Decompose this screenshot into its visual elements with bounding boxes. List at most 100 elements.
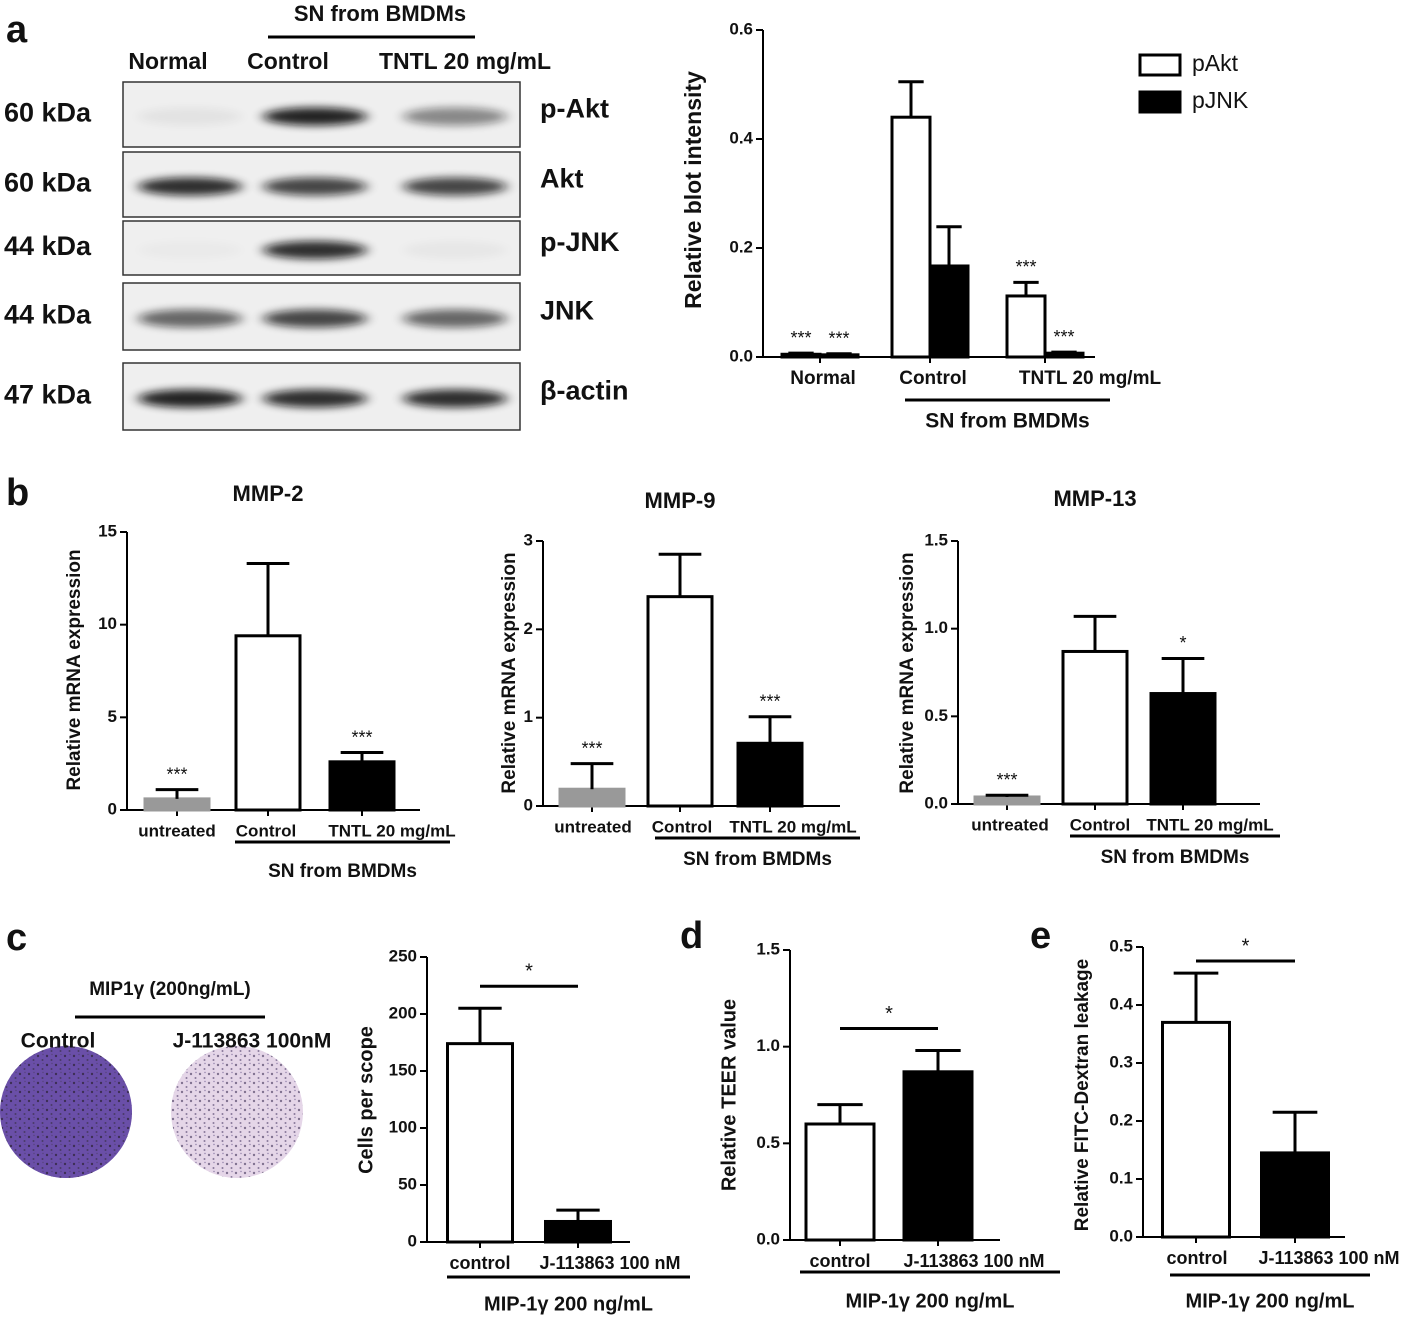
- panel-label: d: [680, 915, 703, 957]
- bar: [928, 264, 970, 359]
- y-tick-label: 0.2: [1109, 1110, 1133, 1129]
- y-tick-label: 1.5: [756, 939, 780, 958]
- bar: [1061, 649, 1129, 806]
- significance-label: ***: [1015, 257, 1036, 277]
- blot-band: [138, 177, 242, 196]
- y-tick-label: 0.5: [756, 1133, 780, 1152]
- micrograph-title: MIP1γ (200ng/mL): [89, 979, 251, 1000]
- y-tick-label: 0.0: [729, 346, 753, 365]
- bar: [143, 797, 211, 812]
- bar: [446, 1042, 514, 1244]
- y-tick-label: 0.6: [729, 19, 753, 38]
- blot-group-label: SN from BMDMs: [294, 1, 466, 26]
- bar: [973, 795, 1041, 806]
- x-tick-label: TNTL 20 mg/mL: [328, 821, 455, 840]
- x-tick-label: control: [1167, 1248, 1228, 1268]
- y-tick-label: 3: [524, 530, 533, 549]
- y-tick-label: 150: [389, 1060, 417, 1079]
- x-tick-label: control: [810, 1251, 871, 1271]
- x-tick-label: untreated: [971, 815, 1048, 834]
- x-tick-label: Control: [652, 817, 712, 836]
- well-treated-cells: [171, 1046, 303, 1178]
- chart-title: MMP-13: [1053, 486, 1136, 511]
- significance-label: ***: [996, 770, 1017, 790]
- chart-title: MMP-2: [233, 481, 304, 506]
- blot-band: [403, 107, 507, 126]
- legend-swatch: [1138, 53, 1182, 77]
- bar: [544, 1219, 612, 1244]
- bar: [890, 115, 932, 359]
- y-axis-label: Relative mRNA expression: [897, 552, 918, 793]
- bar: [1043, 351, 1085, 359]
- y-tick-label: 100: [389, 1117, 417, 1136]
- y-axis-label: Relative blot intensity: [680, 71, 706, 309]
- western-blot: SN from BMDMs Normal Control TNTL 20 mg/mL 6…: [4, 1, 629, 431]
- molecular-weight: 60 kDa: [4, 168, 92, 198]
- molecular-weight: 44 kDa: [4, 300, 92, 330]
- protein-label: p-JNK: [540, 227, 620, 257]
- significance-label: ***: [790, 328, 811, 348]
- panel-label: b: [6, 472, 29, 514]
- bar-chart: 0.0 0.5 1.0 1.5 Relative TEER value control J-…: [718, 939, 1060, 1312]
- significance-label: ***: [351, 727, 372, 747]
- group-label: SN from BMDMs: [925, 410, 1090, 433]
- y-tick-label: 5: [108, 707, 117, 726]
- bar: [646, 595, 714, 808]
- blot-band: [138, 389, 242, 408]
- y-tick-label: 0.0: [924, 793, 948, 812]
- group-label: MIP-1γ 200 ng/mL: [846, 1290, 1015, 1312]
- bar: [804, 1122, 876, 1242]
- x-tick-label: untreated: [138, 821, 215, 840]
- bar: [1260, 1151, 1330, 1239]
- x-tick-label: untreated: [554, 817, 631, 836]
- micrograph-group: J-113863 100nM: [173, 1030, 332, 1053]
- molecular-weight: 60 kDa: [4, 98, 92, 128]
- significance-label: ***: [166, 764, 187, 784]
- blot-band: [403, 241, 507, 259]
- significance-label: ***: [759, 692, 780, 712]
- panel-label: e: [1030, 915, 1051, 957]
- panel-label: c: [6, 917, 27, 959]
- y-tick-label: 1: [524, 707, 533, 726]
- x-tick-label: control: [450, 1253, 511, 1273]
- comparison-label: *: [1242, 935, 1250, 957]
- bar: [328, 760, 396, 812]
- bar: [234, 634, 302, 812]
- y-tick-label: 1.0: [756, 1036, 780, 1055]
- blot-band: [263, 389, 367, 408]
- y-axis-label: Relative TEER value: [718, 999, 740, 1191]
- y-tick-label: 0.5: [1109, 936, 1133, 955]
- y-tick-label: 1.0: [924, 618, 948, 637]
- blot-band: [263, 107, 367, 126]
- bar: [736, 741, 804, 808]
- y-axis-label: Relative mRNA expression: [499, 552, 520, 793]
- significance-label: ***: [828, 328, 849, 348]
- blot-band: [263, 177, 367, 196]
- y-tick-label: 200: [389, 1003, 417, 1022]
- x-tick-label: J-113863 100 nM: [539, 1253, 680, 1273]
- significance-label: ***: [1053, 327, 1074, 347]
- x-tick-label: Control: [899, 368, 967, 389]
- x-tick-label: Normal: [790, 368, 855, 389]
- bar: [902, 1070, 974, 1242]
- well-control-cells: [0, 1046, 132, 1178]
- molecular-weight: 47 kDa: [4, 380, 92, 410]
- lane-label: Control: [247, 48, 329, 74]
- significance-label: *: [1179, 633, 1186, 653]
- group-label: SN from BMDMs: [1101, 847, 1250, 868]
- x-tick-label: J-113863 100 nM: [1258, 1248, 1399, 1268]
- legend-swatch: [1138, 90, 1182, 114]
- micrograph: MIP1γ (200ng/mL) Control J-113863 100nM: [0, 979, 331, 1178]
- protein-label: JNK: [540, 296, 595, 326]
- significance-label: ***: [581, 738, 602, 758]
- y-tick-label: 50: [398, 1174, 417, 1193]
- y-tick-label: 2: [524, 619, 533, 638]
- x-tick-label: TNTL 20 mg/mL: [729, 817, 856, 836]
- bar-chart: 0.0 0.5 1.0 1.5 Relative mRNA expression MMP-…: [897, 486, 1280, 868]
- x-tick-label: TNTL 20 mg/mL: [1019, 368, 1162, 389]
- comparison-label: *: [525, 961, 533, 983]
- y-tick-label: 0.1: [1109, 1168, 1133, 1187]
- bar-chart: 0.0 0.1 0.2 0.3 0.4 0.5 Relative FITC-Dextran …: [1072, 935, 1400, 1312]
- group-label: SN from BMDMs: [683, 849, 832, 870]
